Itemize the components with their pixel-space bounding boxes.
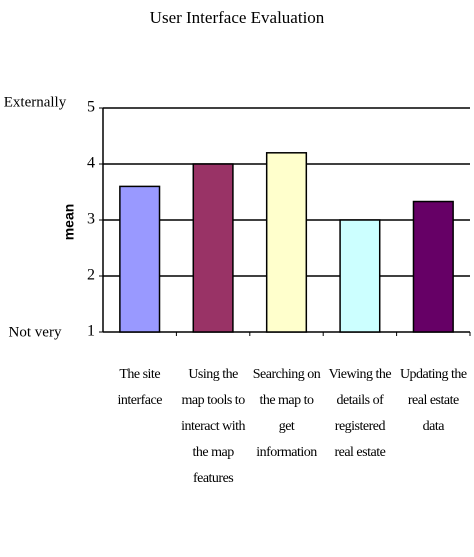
bar [412, 200, 454, 333]
x-tick-label: Using the map tools to interact with the… [181, 367, 246, 486]
y-tick-label: 5 [87, 99, 95, 116]
x-tick-label: Searching on the map to get information [252, 367, 321, 460]
y-tick-label: 1 [87, 323, 95, 340]
x-tick-label: Viewing the details of registered real e… [328, 367, 392, 460]
bar [192, 163, 234, 333]
y-tick-label: 3 [87, 211, 95, 228]
annotation: Not very [9, 324, 62, 340]
y-axis-label: mean [61, 204, 77, 241]
bar [339, 219, 381, 333]
bar [265, 152, 308, 333]
bar [119, 185, 161, 333]
y-tick-label: 4 [87, 155, 95, 172]
x-tick-label: Updating the real estate data [399, 367, 467, 434]
annotation: Externally [4, 94, 67, 110]
x-tick-label: The site interface [117, 367, 162, 408]
chart-title: User Interface Evaluation [150, 8, 325, 27]
y-tick-label: 2 [87, 267, 95, 284]
